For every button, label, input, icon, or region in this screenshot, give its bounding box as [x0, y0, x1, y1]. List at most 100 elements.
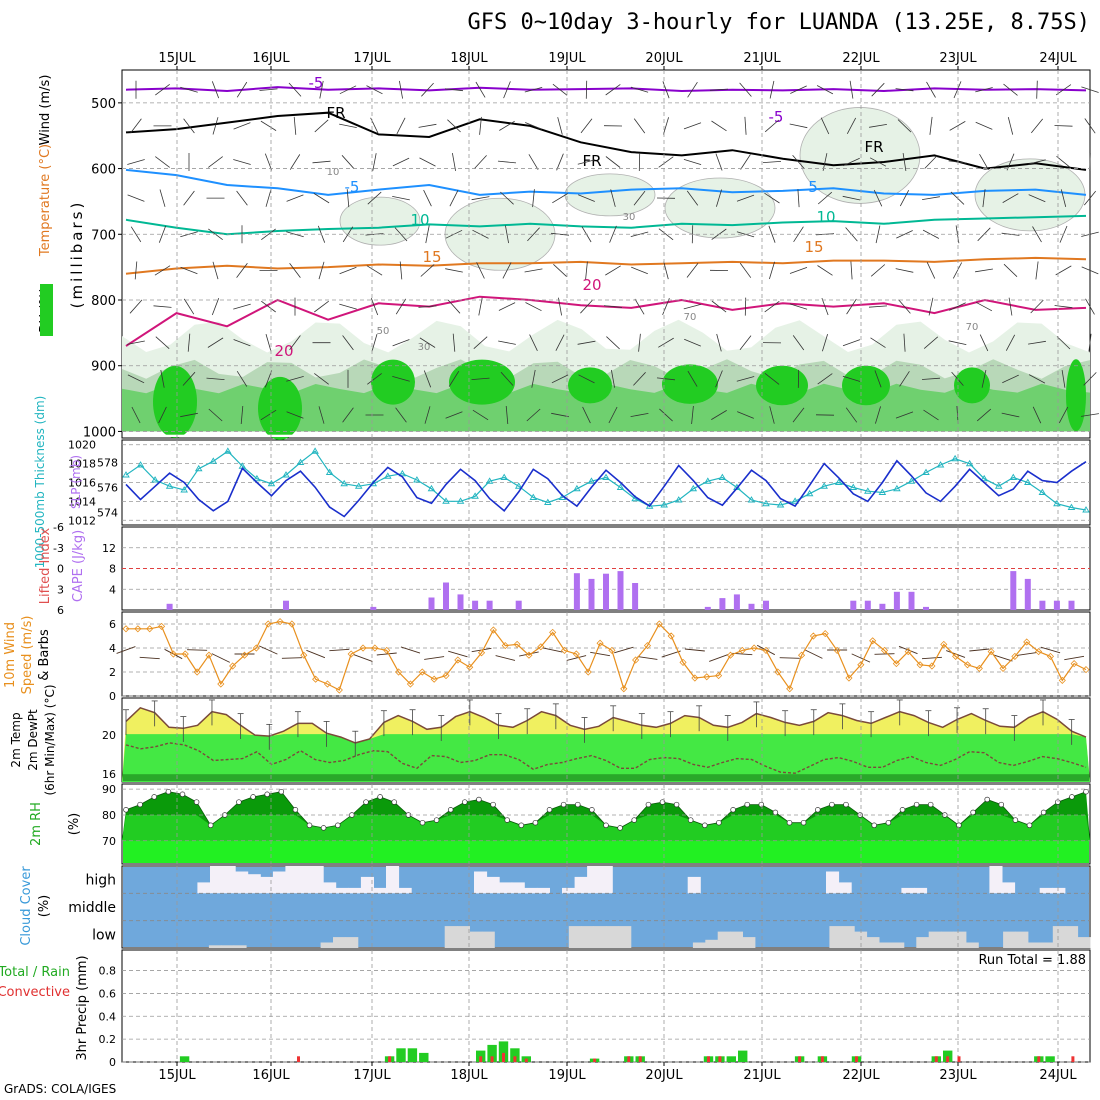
cloud-low-bar: [866, 937, 880, 948]
thickness-slp-panel: [122, 440, 1090, 525]
precip-convective-bar: [638, 1056, 642, 1062]
wind-barb: [555, 334, 565, 351]
temp-line: [125, 706, 1087, 744]
thickness-point: [747, 496, 756, 503]
top-day-label: 22JUL: [842, 51, 880, 66]
wind-speed-point: [525, 651, 533, 659]
wind-barb: [471, 377, 490, 380]
wind-barb: [127, 159, 145, 165]
rh-point: [292, 807, 299, 813]
thickness-point: [427, 484, 436, 492]
cloud-high-bar: [838, 882, 852, 894]
surface-wind-barb: [116, 646, 136, 654]
wind-barb: [658, 228, 674, 241]
wind-barb: [479, 116, 482, 135]
cloud-unit: (%): [37, 895, 52, 918]
rh-point: [433, 817, 440, 823]
wind-barb: [683, 159, 702, 165]
wind-barb: [289, 335, 301, 351]
cloud-low-bar: [333, 937, 346, 948]
wind-barb: [233, 159, 251, 165]
cape-bar: [573, 573, 580, 610]
cloud-high-bar: [398, 887, 412, 894]
wind-barb: [902, 153, 907, 171]
precip-total-bar: [726, 1056, 736, 1062]
cape-tick-label: 4: [109, 583, 116, 596]
rh-blob: [954, 367, 990, 404]
thickness-point: [718, 473, 727, 480]
wind-speed-point: [501, 642, 509, 650]
rh-point: [843, 801, 849, 808]
wind-barb: [289, 154, 301, 170]
cloud-low-bar: [1003, 931, 1016, 948]
surface-wind-barb: [542, 647, 563, 653]
wind-barb: [182, 371, 196, 386]
wind-barb: [372, 153, 377, 171]
wind-speed-point: [537, 643, 545, 651]
wind-speed-point: [892, 660, 900, 668]
panel-frame-precip: [121, 949, 1091, 1063]
wind-barb: [736, 194, 755, 202]
surface-wind-barb: [804, 649, 823, 659]
precip-total-bar: [407, 1048, 418, 1062]
rh-point: [927, 801, 934, 808]
panel-frame-upper: [121, 69, 1091, 439]
cloud-low-bar: [444, 926, 458, 948]
wind-barb: [683, 303, 702, 310]
cape-bar: [166, 603, 173, 610]
wind-barb: [452, 153, 456, 171]
wind-barb: [288, 82, 302, 97]
isotherm-10: [125, 214, 1087, 236]
wind-speed-point: [442, 672, 450, 680]
thickness-point: [413, 476, 421, 483]
thickness-point: [384, 472, 392, 479]
wind-barb: [789, 123, 808, 129]
wind-barb: [531, 369, 536, 388]
panel-ylabel: 2m Temp: [9, 712, 23, 767]
wind-barb: [473, 336, 488, 349]
wind-barb: [687, 370, 698, 387]
cape-bar: [908, 591, 915, 610]
wind-barb: [1002, 193, 1019, 203]
cloud-low-bar: [742, 937, 756, 948]
wind-barb: [816, 85, 834, 95]
precip-convective-bar: [479, 1056, 483, 1062]
cloud-low-bar: [221, 945, 235, 948]
slp-tick-label: 1018: [68, 458, 96, 471]
wind-barb: [898, 299, 911, 314]
surface-wind-barb: [709, 654, 729, 662]
cape-bar: [850, 600, 857, 610]
surface-wind-barb: [329, 648, 350, 652]
cloud-low-bar: [618, 926, 632, 948]
rh-point: [645, 801, 652, 808]
wind-barb: [154, 265, 171, 276]
rh-point: [264, 791, 270, 798]
cloud-high-bar: [373, 887, 387, 894]
thickness-point: [209, 457, 218, 464]
precip-convective-bar: [934, 1056, 938, 1062]
wind-barb: [659, 408, 673, 422]
wind-barb: [444, 88, 464, 92]
wind-barb: [849, 80, 854, 99]
precip-convective-bar: [957, 1056, 961, 1062]
thickness-point: [253, 474, 261, 482]
wind-speed-point: [750, 644, 758, 652]
cloud-low-bar: [1040, 942, 1054, 948]
wind-barb: [821, 297, 829, 316]
wind-barb: [1081, 266, 1099, 275]
lifted-index-tick-label: 0: [57, 563, 64, 576]
wind-barb: [339, 123, 357, 128]
wind-barb: [529, 334, 538, 351]
pressure-tick-label: 600: [91, 163, 116, 178]
cloud-high-bar: [524, 887, 538, 894]
top-day-label: 16JUL: [252, 51, 290, 66]
rh-point: [236, 799, 242, 805]
wind-barb: [663, 261, 669, 280]
cloud-high-bar: [210, 866, 224, 894]
cloud-high-bar: [562, 887, 576, 894]
thickness-point: [820, 482, 828, 489]
panel-ylabel: 10m Wind: [3, 622, 18, 688]
wind-speed-point: [276, 618, 284, 626]
wind-speed-point: [1011, 652, 1019, 660]
rh-blob: [662, 364, 718, 404]
